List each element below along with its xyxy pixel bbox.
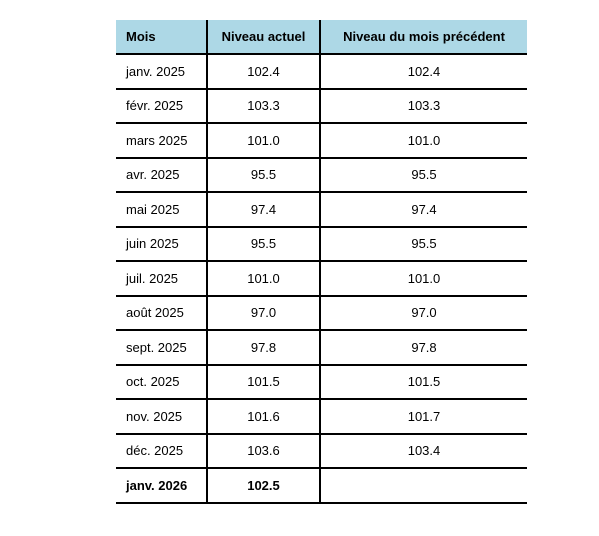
cell-niveau-actuel: 101.0 <box>206 123 321 159</box>
cell-mois: févr. 2025 <box>116 88 207 124</box>
cell-niveau-actuel: 95.5 <box>206 226 321 262</box>
header-niveau-actuel: Niveau actuel <box>206 20 321 55</box>
cell-niveau-precedent: 97.0 <box>320 295 527 331</box>
header-row: Mois Niveau actuel Niveau du mois précéd… <box>116 20 527 55</box>
cell-niveau-precedent: 101.0 <box>320 123 527 159</box>
cell-mois: sept. 2025 <box>116 330 207 366</box>
table-row-latest: janv. 2026 102.5 <box>116 468 527 504</box>
cell-niveau-precedent: 101.5 <box>320 364 527 400</box>
cell-niveau-actuel: 102.5 <box>206 468 321 504</box>
data-table: Mois Niveau actuel Niveau du mois précéd… <box>116 20 527 504</box>
table-header: Mois Niveau actuel Niveau du mois précéd… <box>116 20 527 55</box>
cell-niveau-precedent <box>320 468 527 504</box>
cell-niveau-precedent: 95.5 <box>320 157 527 193</box>
cell-mois: déc. 2025 <box>116 433 207 469</box>
cell-niveau-actuel: 95.5 <box>206 157 321 193</box>
cell-mois: janv. 2026 <box>116 468 207 504</box>
table-row: nov. 2025 101.6 101.7 <box>116 399 527 435</box>
cell-niveau-actuel: 97.4 <box>206 192 321 228</box>
table-row: sept. 2025 97.8 97.8 <box>116 330 527 366</box>
cell-mois: oct. 2025 <box>116 364 207 400</box>
table-row: déc. 2025 103.6 103.4 <box>116 433 527 469</box>
cell-niveau-precedent: 103.3 <box>320 88 527 124</box>
table-body: janv. 2025 102.4 102.4 févr. 2025 103.3 … <box>116 54 527 504</box>
cell-niveau-actuel: 101.0 <box>206 261 321 297</box>
header-mois: Mois <box>116 20 207 55</box>
table-row: oct. 2025 101.5 101.5 <box>116 364 527 400</box>
table-row: août 2025 97.0 97.0 <box>116 295 527 331</box>
table-row: mars 2025 101.0 101.0 <box>116 123 527 159</box>
header-niveau-precedent: Niveau du mois précédent <box>320 20 527 55</box>
cell-niveau-precedent: 101.7 <box>320 399 527 435</box>
table-row: janv. 2025 102.4 102.4 <box>116 54 527 90</box>
table-row: avr. 2025 95.5 95.5 <box>116 157 527 193</box>
cell-niveau-actuel: 97.8 <box>206 330 321 366</box>
cell-niveau-precedent: 95.5 <box>320 226 527 262</box>
cell-niveau-precedent: 102.4 <box>320 54 527 90</box>
data-table-container: Mois Niveau actuel Niveau du mois précéd… <box>116 20 527 504</box>
cell-niveau-actuel: 103.3 <box>206 88 321 124</box>
table-row: févr. 2025 103.3 103.3 <box>116 88 527 124</box>
cell-niveau-precedent: 97.8 <box>320 330 527 366</box>
cell-niveau-precedent: 103.4 <box>320 433 527 469</box>
table-row: mai 2025 97.4 97.4 <box>116 192 527 228</box>
cell-mois: mai 2025 <box>116 192 207 228</box>
cell-mois: nov. 2025 <box>116 399 207 435</box>
cell-niveau-precedent: 101.0 <box>320 261 527 297</box>
cell-niveau-actuel: 102.4 <box>206 54 321 90</box>
cell-niveau-actuel: 101.5 <box>206 364 321 400</box>
cell-mois: juin 2025 <box>116 226 207 262</box>
cell-niveau-actuel: 97.0 <box>206 295 321 331</box>
cell-mois: avr. 2025 <box>116 157 207 193</box>
cell-niveau-actuel: 103.6 <box>206 433 321 469</box>
cell-niveau-actuel: 101.6 <box>206 399 321 435</box>
cell-mois: mars 2025 <box>116 123 207 159</box>
table-row: juil. 2025 101.0 101.0 <box>116 261 527 297</box>
cell-mois: juil. 2025 <box>116 261 207 297</box>
cell-mois: janv. 2025 <box>116 54 207 90</box>
cell-niveau-precedent: 97.4 <box>320 192 527 228</box>
table-row: juin 2025 95.5 95.5 <box>116 226 527 262</box>
cell-mois: août 2025 <box>116 295 207 331</box>
